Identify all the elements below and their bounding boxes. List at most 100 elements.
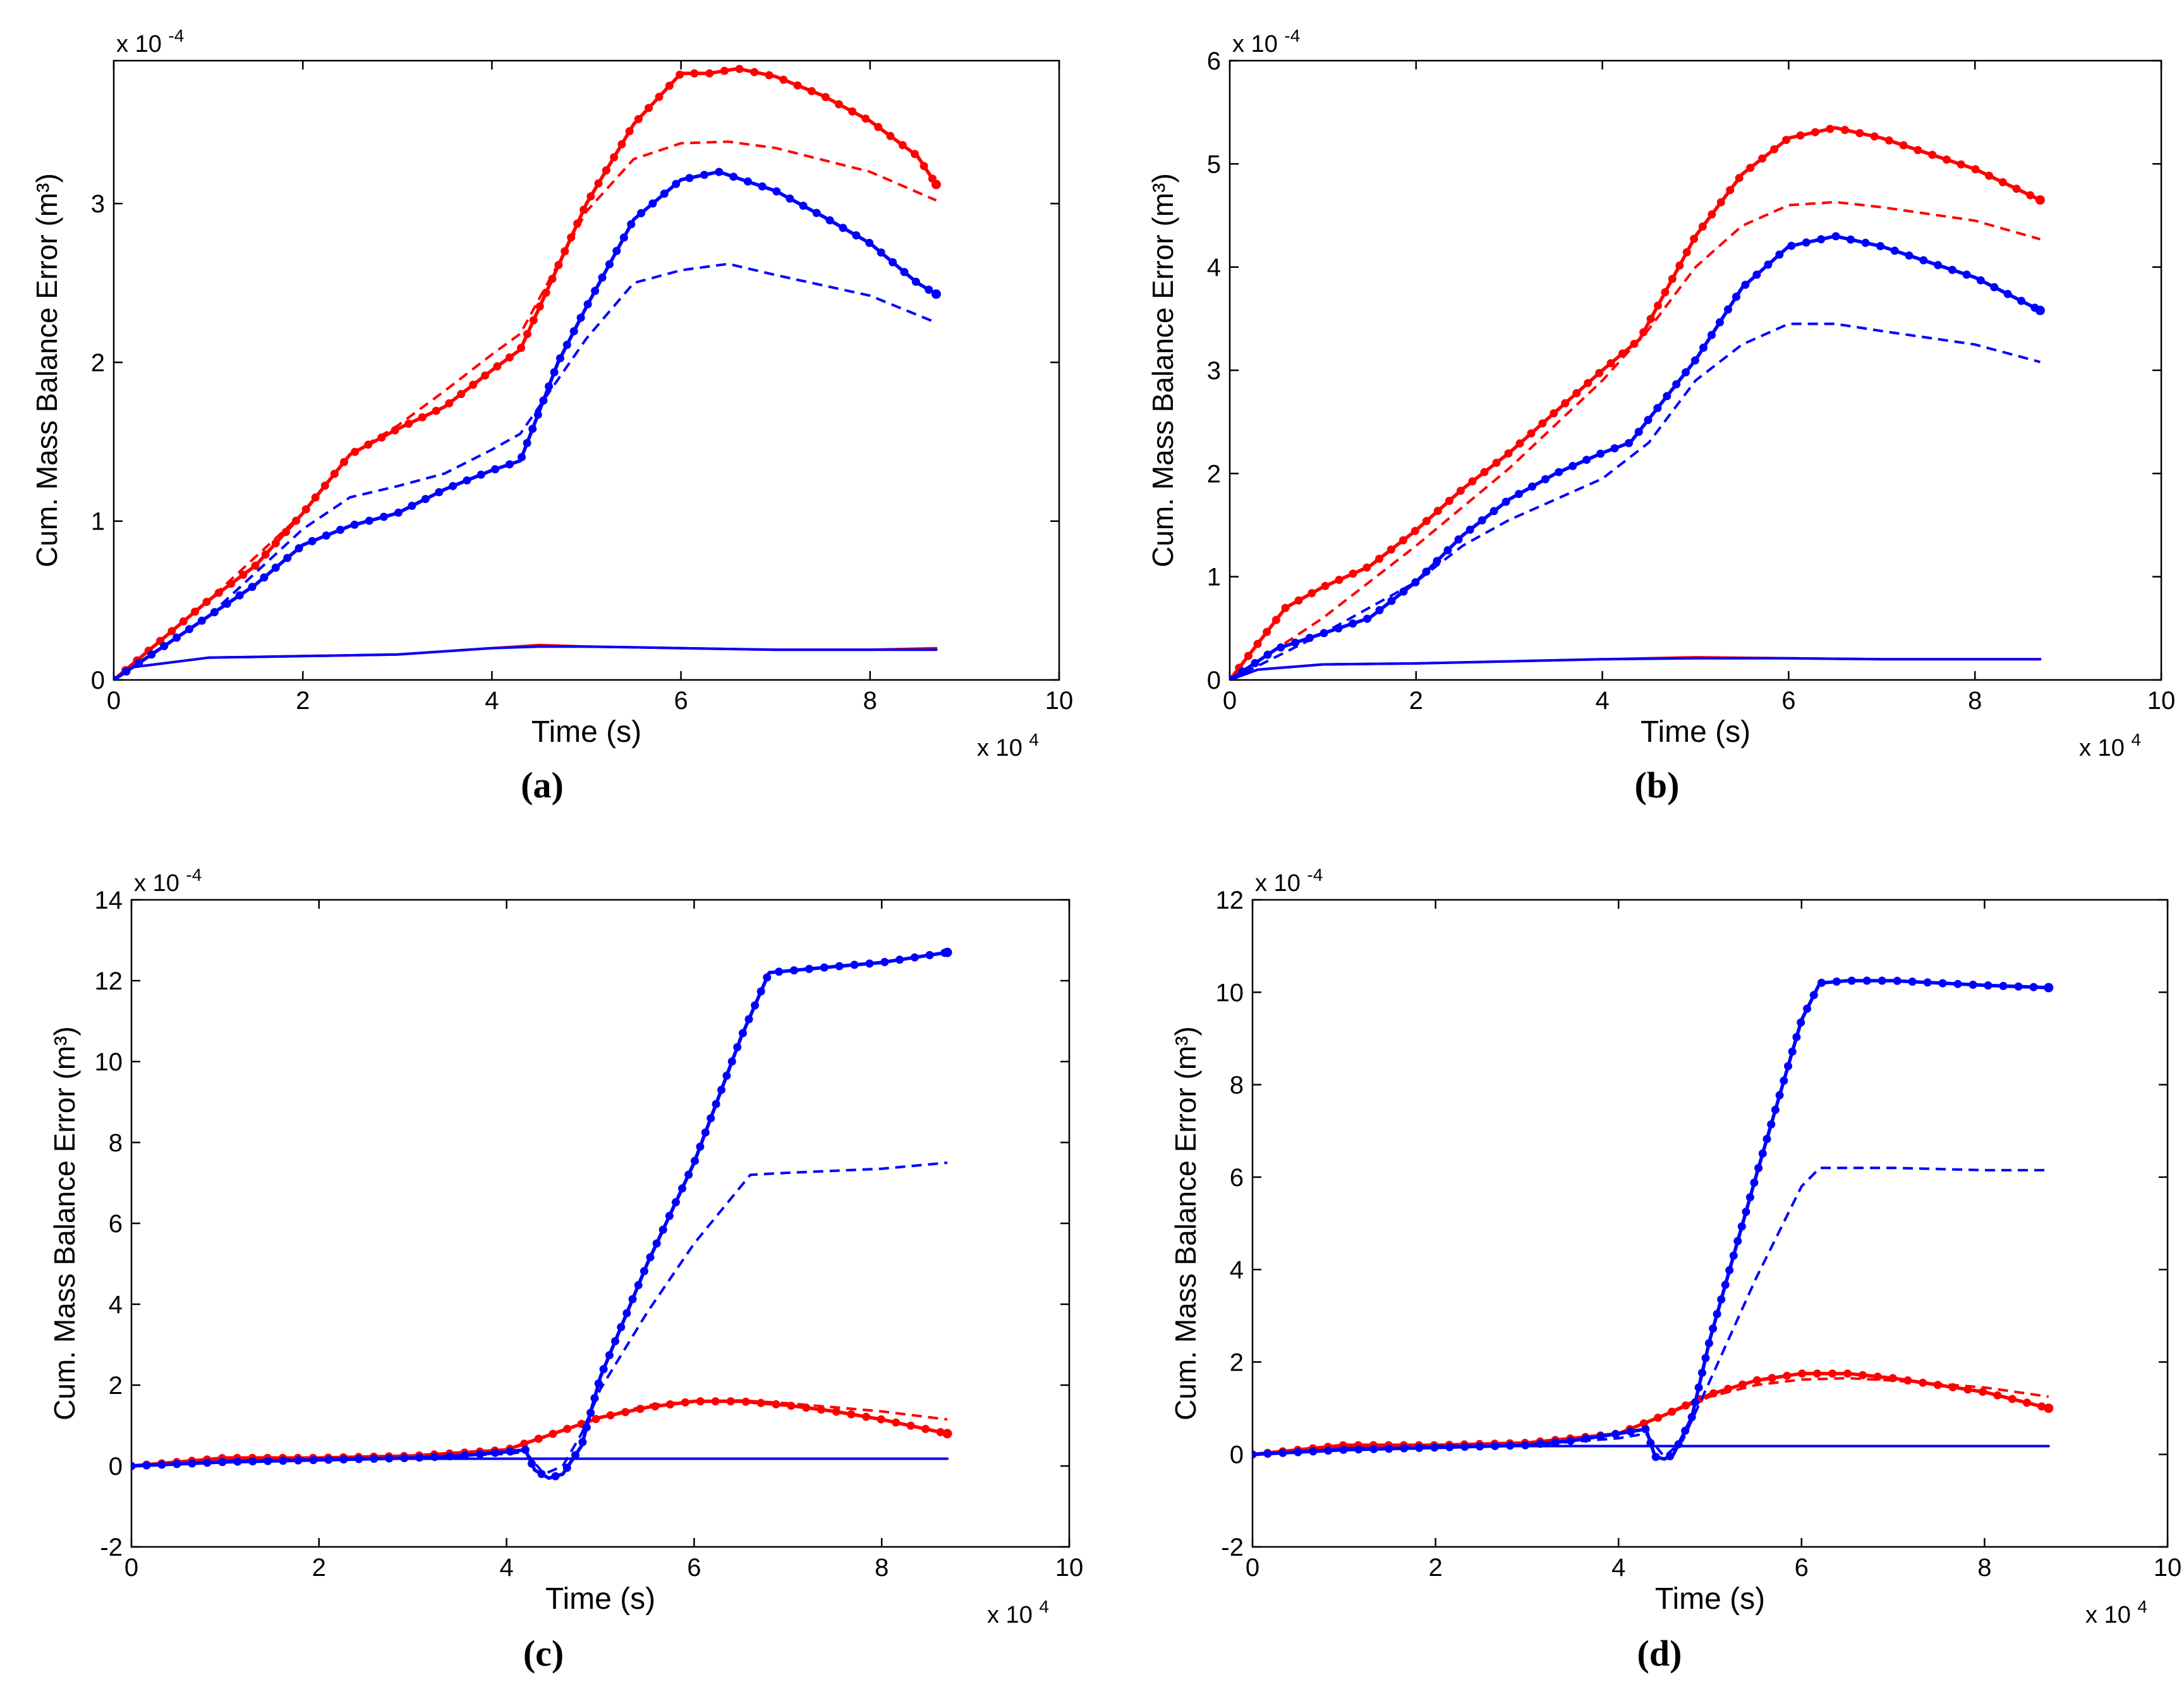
- x-tick-label: 8: [875, 1554, 889, 1582]
- marker-red-dotted: [1979, 1388, 1987, 1396]
- marker-blue-dotted: [527, 1459, 536, 1468]
- marker-red-dotted: [874, 123, 883, 131]
- marker-blue-dotted: [598, 273, 607, 282]
- marker-blue-dotted: [415, 1453, 424, 1462]
- marker-blue-dotted: [1809, 991, 1818, 1000]
- marker-blue-dotted: [400, 1454, 409, 1462]
- marker-red-dotted: [1903, 1376, 1912, 1385]
- marker-red-dotted: [765, 71, 774, 80]
- marker-blue-dotted: [1566, 1436, 1575, 1445]
- marker-blue-dotted: [1430, 1443, 1439, 1452]
- marker-red-dotted: [861, 114, 870, 123]
- y-tick-label: 3: [1207, 357, 1221, 385]
- marker-blue-dotted: [701, 1128, 710, 1137]
- marker-red-dotted: [535, 302, 544, 311]
- marker-red-dotted: [892, 1418, 901, 1427]
- y-tick-label: 14: [95, 887, 123, 914]
- y-tick-label: 0: [1207, 667, 1221, 694]
- marker-red-dotted: [1468, 477, 1477, 486]
- marker-red-dotted: [877, 1415, 885, 1424]
- marker-blue-dotted: [1698, 1369, 1706, 1377]
- marker-red-dotted: [942, 1429, 952, 1439]
- marker-blue-dotted: [562, 341, 571, 349]
- marker-blue-dotted: [188, 1459, 197, 1468]
- y-tick-label: 6: [109, 1210, 123, 1238]
- marker-blue-dotted: [350, 520, 359, 529]
- marker-blue-dotted: [1682, 368, 1690, 377]
- marker-blue-dotted: [1422, 567, 1431, 576]
- marker-blue-dotted: [1732, 293, 1740, 301]
- marker-red-dotted: [1870, 132, 1879, 141]
- marker-red-dotted: [1985, 171, 1994, 180]
- chart-panel-1: 0 2 4 6 8 10 0 1 2 3 x 10 -4 x 10 4 Time (s) Cum. Mas…: [30, 26, 1073, 806]
- marker-blue-dotted: [1817, 978, 1826, 987]
- marker-blue-dotted: [385, 1454, 394, 1463]
- y-tick-label: 3: [91, 190, 105, 218]
- marker-blue-dotted: [1263, 650, 1272, 659]
- marker-red-dotted: [1281, 603, 1290, 612]
- marker-blue-dotted: [1802, 238, 1811, 247]
- marker-red-dotted: [911, 150, 919, 159]
- plot-area: [1253, 976, 2054, 1462]
- marker-red-dotted: [1735, 174, 1744, 183]
- marker-red-dotted: [261, 550, 270, 559]
- x-tick-label: 2: [1428, 1554, 1442, 1582]
- marker-blue-dotted: [622, 1309, 631, 1317]
- marker-red-dotted: [1682, 1401, 1690, 1410]
- axes-box: [112, 59, 1060, 681]
- marker-blue-dotted: [294, 1456, 303, 1465]
- marker-blue-dotted: [1506, 1441, 1515, 1450]
- marker-red-dotted: [520, 1439, 528, 1448]
- marker-red-dotted: [847, 1410, 856, 1419]
- marker-blue-dotted: [835, 962, 844, 971]
- marker-blue-dotted: [1399, 587, 1408, 596]
- marker-red-dotted: [214, 588, 223, 597]
- marker-blue-dotted: [722, 1071, 731, 1080]
- marker-red-dotted: [1349, 569, 1357, 578]
- marker-red-dotted: [1335, 576, 1344, 585]
- marker-blue-dotted: [260, 573, 269, 582]
- x-tick-label: 2: [1409, 687, 1423, 715]
- marker-red-dotted: [1375, 554, 1383, 563]
- marker-blue-dotted: [476, 1450, 485, 1458]
- marker-red-dotted: [505, 353, 514, 362]
- x-tick-label: 8: [1968, 687, 1982, 715]
- marker-blue-dotted: [1729, 1251, 1738, 1260]
- axes-box: [130, 899, 1071, 1548]
- marker-blue-dotted: [1666, 1452, 1675, 1460]
- marker-red-dotted: [2012, 185, 2021, 193]
- marker-blue-dotted: [825, 216, 834, 225]
- marker-blue-dotted: [1876, 242, 1884, 250]
- marker-red-dotted: [793, 81, 802, 90]
- marker-red-dotted: [594, 179, 603, 188]
- marker-blue-dotted: [1687, 1413, 1696, 1422]
- marker-blue-dotted: [1704, 1339, 1713, 1348]
- marker-blue-dotted: [279, 1457, 288, 1465]
- marker-red-dotted: [886, 131, 895, 140]
- marker-blue-dotted: [611, 1337, 619, 1345]
- marker-blue-dotted: [1861, 238, 1870, 247]
- marker-red-dotted: [523, 330, 531, 339]
- marker-red-dotted: [432, 406, 440, 415]
- marker-red-dotted: [1873, 1372, 1882, 1381]
- marker-blue-dotted: [1767, 1120, 1776, 1129]
- marker-red-dotted: [756, 1398, 765, 1407]
- marker-blue-dotted: [131, 1462, 136, 1470]
- marker-blue-dotted: [1369, 1445, 1378, 1453]
- marker-red-dotted: [665, 82, 674, 90]
- marker-red-dotted: [1963, 1385, 1972, 1394]
- marker-blue-dotted: [235, 591, 244, 600]
- marker-red-dotted: [821, 93, 830, 102]
- marker-red-dotted: [1550, 409, 1558, 418]
- marker-blue-dotted: [931, 289, 941, 299]
- marker-blue-dotted: [394, 508, 403, 517]
- marker-red-dotted: [1746, 164, 1755, 173]
- marker-blue-dotted: [865, 959, 874, 968]
- marker-red-dotted: [832, 1407, 840, 1416]
- marker-red-dotted: [2035, 195, 2045, 205]
- marker-blue-dotted: [1893, 976, 1902, 985]
- marker-blue-dotted: [142, 1461, 151, 1470]
- marker-blue-dotted: [1385, 1445, 1393, 1453]
- marker-red-dotted: [1445, 497, 1453, 506]
- marker-red-dotted: [606, 1411, 615, 1420]
